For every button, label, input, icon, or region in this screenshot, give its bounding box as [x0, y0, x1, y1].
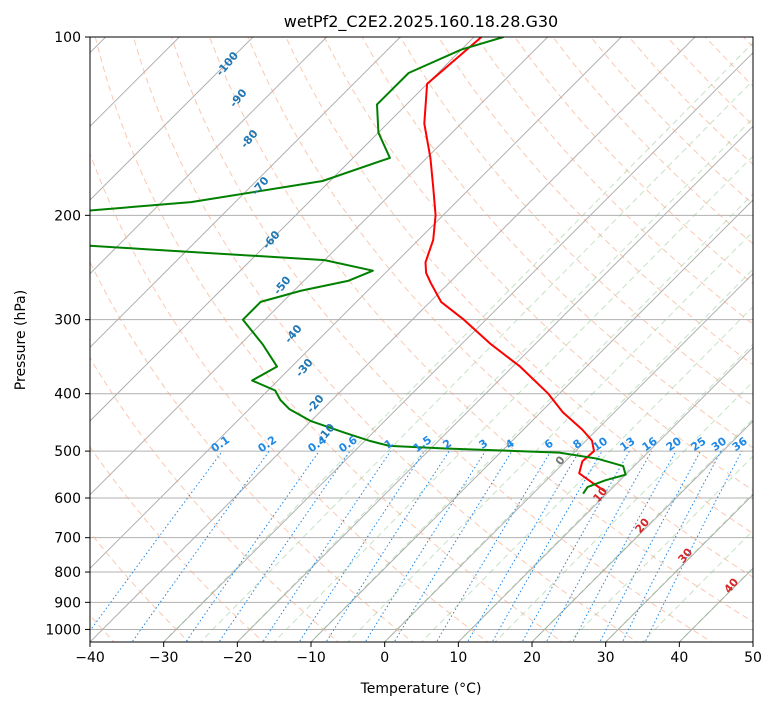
dry-adiabat-line: [247, 37, 753, 578]
dry-adiabat-line: [90, 152, 489, 642]
isotherm-line: [90, 37, 401, 349]
dry-adiabat-line: [90, 260, 414, 642]
y-tick-label: 700: [54, 531, 81, 547]
y-tick-label: 900: [54, 595, 81, 611]
dry-adiabat-line: [132, 37, 638, 642]
dry-adiabat-line: [437, 37, 753, 366]
isotherm-line: [605, 493, 753, 642]
y-tick-label: 1000: [45, 622, 81, 638]
isotherm-line: [236, 125, 753, 642]
isotherm-line: [90, 37, 254, 201]
dry-adiabat-line: [361, 37, 753, 449]
isotherm-line: [384, 272, 753, 642]
x-tick-label: 20: [523, 650, 541, 666]
y-tick-label: 500: [54, 444, 81, 460]
dewpoint-series: [90, 37, 627, 495]
x-axis-title: Temperature (°C): [360, 681, 482, 697]
isotherm-line: [90, 37, 328, 275]
y-tick-label: 600: [54, 491, 81, 507]
dry-adiabat-line: [514, 37, 753, 285]
mixing-ratio-line: [393, 450, 513, 642]
sounding-lines: [90, 37, 627, 495]
mixing-ratio-line: [218, 450, 351, 642]
x-tick-label: 0: [380, 650, 389, 666]
isotherm-line: [310, 199, 753, 642]
x-tick-label: 40: [670, 650, 688, 666]
x-tick-label: −20: [223, 650, 253, 666]
background-lines: [90, 37, 753, 642]
x-tick-label: −10: [296, 650, 326, 666]
x-tick-label: −40: [75, 650, 105, 666]
dry-adiabat-line: [209, 37, 753, 623]
mixing-ratio-line: [262, 450, 392, 642]
x-tick-label: 50: [744, 650, 762, 666]
mixing-ratio-line: [90, 450, 223, 632]
mixing-ratio-line: [298, 450, 425, 642]
dry-adiabat-line: [476, 37, 753, 325]
x-tick-label: 10: [449, 650, 467, 666]
dry-adiabat-line: [285, 37, 753, 535]
x-axis: −40 −30 −20 −10 0 10 20 30 40 50: [75, 642, 762, 666]
isotherm-line: [457, 346, 753, 642]
y-axis-title: Pressure (hPa): [13, 290, 29, 390]
mixing-ratio-line: [621, 450, 722, 642]
dry-adiabat-line: [323, 37, 753, 491]
isotherm-line: [90, 37, 696, 642]
temperature-series: [423, 37, 606, 493]
mixing-ratio-line: [131, 450, 270, 642]
dry-adiabat-line: [171, 37, 713, 642]
dry-adiabat-line: [399, 37, 753, 407]
mixing-ratio-line: [364, 450, 486, 642]
x-tick-label: −30: [149, 650, 179, 666]
y-tick-label: 800: [54, 565, 81, 581]
isotherm-line: [90, 37, 549, 496]
mixing-ratio-line: [599, 450, 701, 642]
isotherm-line: [90, 37, 622, 570]
y-tick-label: 300: [54, 313, 81, 329]
dry-adiabat-line: [90, 356, 339, 642]
dry-adiabat-line: [90, 446, 265, 642]
y-tick-label: 100: [54, 30, 81, 46]
chart-title: wetPf2_C2E2.2025.160.18.28.G30: [284, 12, 558, 32]
y-tick-label: 200: [54, 208, 81, 224]
isotherm-line: [163, 51, 753, 642]
mixing-ratio-line: [572, 450, 677, 642]
isotherm-line: [531, 420, 753, 642]
dry-adiabat-line: [94, 37, 564, 642]
isotherm-line: [90, 37, 475, 422]
mixing-ratio-line: [325, 450, 450, 642]
plot-frame: [89, 36, 754, 643]
mixing-ratio-line: [185, 450, 320, 642]
mixing-ratio-line: [466, 450, 580, 642]
x-tick-label: 30: [597, 650, 615, 666]
y-tick-label: 400: [54, 387, 81, 403]
y-axis: 100 200 300 400 500 600 700 800 900 1000: [45, 30, 90, 638]
